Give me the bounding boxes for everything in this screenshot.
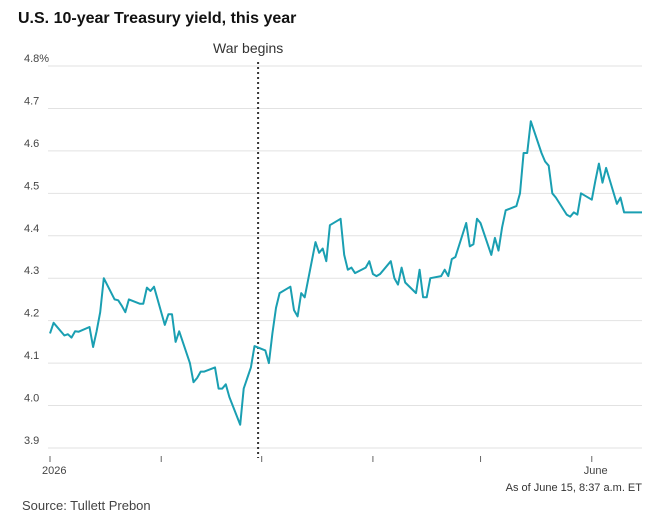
grid-lines <box>48 65 642 449</box>
x-tick-label: June <box>584 465 608 477</box>
as-of-note: As of June 15, 8:37 a.m. ET <box>505 482 642 494</box>
y-tick-label: 4.7 <box>24 95 39 107</box>
source-note: Source: Tullett Prebon <box>22 498 151 513</box>
y-tick-label: 4.3 <box>24 265 39 277</box>
war-begins-annotation: War begins <box>213 40 284 56</box>
x-axis: 2026 June <box>42 456 608 477</box>
y-tick-label: 4.5 <box>24 180 39 192</box>
y-tick-label: 4.8% <box>24 53 49 65</box>
y-tick-label: 3.9 <box>24 435 39 447</box>
y-tick-label: 4.1 <box>24 350 39 362</box>
yield-line <box>49 120 642 426</box>
y-tick-label: 4.6 <box>24 138 39 150</box>
y-tick-label: 4.2 <box>24 308 39 320</box>
y-tick-label: 4.0 <box>24 393 39 405</box>
y-axis: 3.9 4.0 4.1 4.2 4.3 4.4 4.5 4.6 4.7 4.8% <box>24 53 49 447</box>
x-tick-label: 2026 <box>42 465 66 477</box>
y-tick-label: 4.4 <box>24 223 39 235</box>
chart-title: U.S. 10-year Treasury yield, this year <box>18 10 297 27</box>
